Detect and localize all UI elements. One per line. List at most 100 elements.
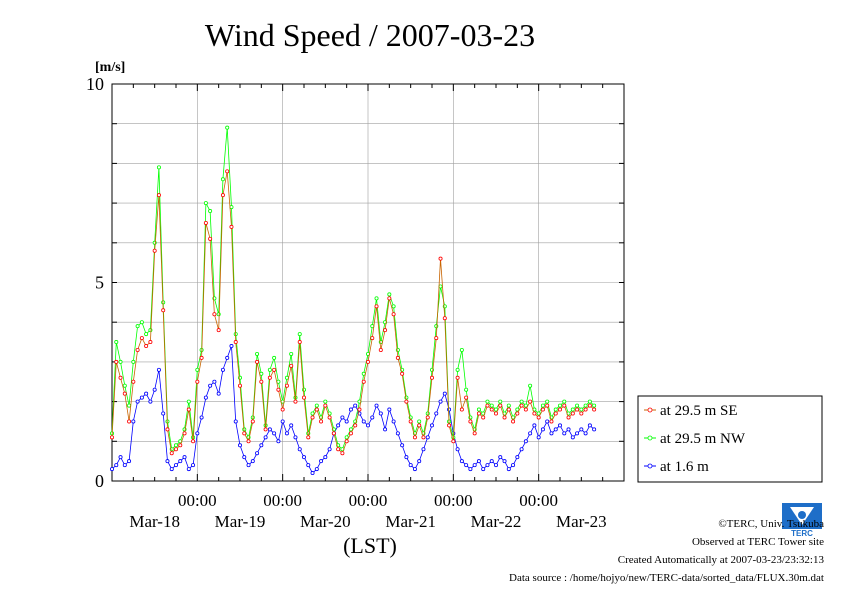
data-point: [592, 403, 597, 408]
data-point: [365, 359, 370, 364]
data-point: [199, 355, 204, 360]
data-point: [131, 419, 136, 424]
data-point: [489, 459, 494, 464]
data-point: [408, 463, 413, 468]
data-point: [297, 447, 302, 452]
data-point: [455, 367, 460, 372]
data-point: [127, 459, 132, 464]
data-point: [208, 209, 213, 214]
data-point: [216, 328, 221, 333]
data-point: [558, 407, 563, 412]
data-point: [297, 340, 302, 345]
data-point: [583, 431, 588, 436]
data-point: [429, 423, 434, 428]
data-point: [400, 443, 405, 448]
data-point: [319, 459, 324, 464]
data-point: [592, 427, 597, 432]
data-point: [464, 387, 469, 392]
data-point: [173, 463, 178, 468]
data-point: [135, 399, 140, 404]
data-point: [553, 407, 558, 412]
y-axis-label: [m/s]: [95, 60, 125, 75]
data-point: [485, 403, 490, 408]
data-point: [233, 419, 238, 424]
data-point: [459, 459, 464, 464]
data-point: [459, 407, 464, 412]
data-point: [323, 399, 328, 404]
data-point: [476, 411, 481, 416]
data-point: [468, 467, 473, 472]
data-point: [114, 340, 119, 345]
data-point: [301, 455, 306, 460]
data-point: [191, 463, 196, 468]
data-point: [289, 351, 294, 356]
data-point: [156, 367, 161, 372]
x-tick-label-time: 00:00: [519, 491, 558, 510]
data-point: [319, 419, 324, 424]
data-point: [131, 379, 136, 384]
data-point: [528, 431, 533, 436]
data-point: [289, 363, 294, 368]
data-point: [331, 431, 336, 436]
data-point: [540, 407, 545, 412]
data-point: [139, 336, 144, 341]
data-point: [481, 467, 486, 472]
data-point: [421, 447, 426, 452]
data-point: [357, 407, 362, 412]
data-point: [237, 443, 242, 448]
data-point: [464, 463, 469, 468]
data-point: [110, 467, 115, 472]
data-point: [502, 415, 507, 420]
data-point: [229, 224, 234, 229]
data-point: [220, 177, 225, 182]
data-point: [122, 383, 127, 388]
data-point: [216, 312, 221, 317]
grid-lines: [112, 84, 624, 481]
data-point: [110, 435, 115, 440]
data-point: [515, 407, 520, 412]
data-point: [536, 435, 541, 440]
data-point: [476, 459, 481, 464]
data-point: [212, 379, 217, 384]
data-point: [476, 407, 481, 412]
data-point: [587, 399, 592, 404]
data-point: [498, 399, 503, 404]
y-tick-label: 5: [95, 273, 104, 293]
legend-label: at 29.5 m NW: [660, 431, 746, 447]
data-point: [310, 415, 315, 420]
series-layer: [110, 125, 597, 476]
data-point: [434, 336, 439, 341]
data-point: [485, 399, 490, 404]
data-point: [579, 407, 584, 412]
legend: at 29.5 m SE at 29.5 m NW at 1.6 m: [637, 395, 823, 483]
data-point: [412, 435, 417, 440]
data-point: [293, 399, 298, 404]
data-point: [195, 367, 200, 372]
data-point: [314, 407, 319, 412]
data-point: [391, 419, 396, 424]
data-point: [442, 316, 447, 321]
data-point: [511, 419, 516, 424]
data-point: [438, 256, 443, 261]
data-point: [528, 383, 533, 388]
chart-title: Wind Speed / 2007-03-23: [205, 17, 535, 53]
series-group: [110, 344, 597, 476]
data-point: [348, 431, 353, 436]
data-point: [127, 403, 132, 408]
data-point: [169, 467, 174, 472]
data-point: [391, 312, 396, 317]
data-point: [161, 411, 166, 416]
data-point: [570, 435, 575, 440]
data-point: [229, 344, 234, 349]
data-point: [468, 419, 473, 424]
data-point: [144, 344, 149, 349]
data-point: [455, 375, 460, 380]
data-point: [378, 347, 383, 352]
data-point: [272, 431, 277, 436]
data-point: [203, 201, 208, 206]
data-point: [323, 403, 328, 408]
data-point: [212, 312, 217, 317]
data-point: [242, 455, 247, 460]
data-point: [425, 415, 430, 420]
data-point: [575, 407, 580, 412]
